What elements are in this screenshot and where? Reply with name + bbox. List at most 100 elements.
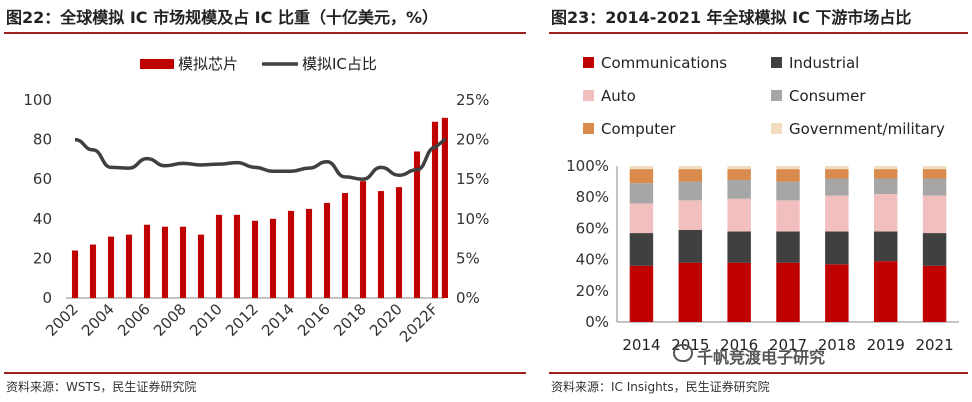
bar-2012 [251, 220, 259, 298]
bar-segment-2014-industrial [629, 233, 654, 266]
legend-swatch-industrial [771, 57, 782, 68]
legend-swatch-communications [583, 57, 594, 68]
share-line [74, 137, 447, 181]
legend-line-label: 模拟IC占比 [302, 55, 377, 73]
y2-tick-label: 25% [456, 91, 489, 109]
legend-bar-label: 模拟芯片 [178, 55, 238, 73]
x-tick-label: 2004 [78, 300, 118, 340]
x-tick-label: 2022F [396, 300, 442, 346]
y-tick-label: 80 [33, 131, 52, 149]
y-tick-label: 100% [566, 157, 609, 175]
bar-2014 [287, 210, 295, 298]
bar-segment-2021-auto [922, 195, 947, 234]
left-chart-source: 资料来源：WSTS，民生证券研究院 [6, 380, 197, 394]
bar-segment-2019-computer [873, 169, 898, 179]
x-tick-label: 2014 [258, 300, 298, 340]
bar-segment-2018-consumer [825, 178, 849, 196]
x-tick-label: 2018 [818, 336, 856, 354]
legend-swatch-government-military [771, 123, 782, 134]
bar-segment-2015-industrial [678, 229, 703, 263]
bar-segment-2015-communications [678, 262, 703, 322]
x-tick-label: 2014 [622, 336, 660, 354]
bar-2010 [215, 214, 223, 298]
y-tick-label: 60 [33, 170, 52, 188]
bar-segment-2014-computer [629, 169, 654, 184]
legend-swatch-auto [583, 90, 594, 101]
bar-2021 [413, 151, 421, 298]
bar-segment-2021-consumer [922, 178, 947, 196]
y2-tick-label: 0% [456, 289, 480, 307]
bar-segment-2016-communications [727, 262, 751, 322]
bar-segment-2015-computer [678, 169, 703, 182]
y2-tick-label: 15% [456, 170, 489, 188]
left-chart-svg: 模拟芯片 模拟IC占比 0 20 40 60 80 100 0% 5% 10% 15% 20% 25% 20… [23, 55, 489, 346]
bar-2020 [395, 187, 403, 298]
bar-2011 [233, 214, 241, 298]
bar-segment-2015-auto [678, 200, 703, 230]
bar-segment-2019-government-military [873, 166, 898, 170]
bar-segment-2018-industrial [825, 231, 849, 265]
x-tick-label: 2018 [330, 300, 370, 340]
bar-segment-2016-computer [727, 169, 751, 181]
bar-2005 [125, 234, 133, 298]
x-tick-label: 2016 [294, 300, 334, 340]
bar-segment-2014-auto [629, 203, 654, 234]
bar-segment-2017-government-military [776, 166, 800, 170]
bar-segment-2021-communications [922, 265, 947, 322]
y2-tick-label: 20% [456, 131, 489, 149]
y-tick-label: 80% [576, 188, 609, 206]
bar-2002 [71, 250, 79, 298]
bar-extra [441, 117, 448, 298]
right-chart-panel: 图23：2014-2021 年全球模拟 IC 下游市场占比 Communicat… [545, 0, 972, 402]
bar-2003 [89, 244, 97, 298]
legend-label-computer: Computer [601, 120, 676, 138]
bar-2017 [341, 193, 349, 298]
bar-segment-2016-auto [727, 198, 751, 232]
bar-segment-2018-auto [825, 195, 849, 232]
legend-label-communications: Communications [601, 54, 727, 72]
legend-swatch-computer [583, 123, 594, 134]
bar-segment-2014-government-military [629, 166, 654, 170]
bar-segment-2019-communications [873, 261, 898, 322]
bar-segment-2014-communications [629, 265, 654, 322]
x-tick-label: 2019 [867, 336, 905, 354]
y-tick-label: 0 [42, 289, 52, 307]
legend-bar-swatch [140, 59, 174, 69]
right-bottom-rule [549, 372, 968, 374]
x-tick-label: 2008 [150, 300, 190, 340]
x-tick-label: 2016 [720, 336, 758, 354]
bar-2018 [359, 181, 367, 298]
legend-label-consumer: Consumer [789, 87, 866, 105]
x-tick-label: 2021 [915, 336, 953, 354]
legend-label-government-military: Government/military [789, 120, 945, 138]
left-bottom-rule [4, 372, 526, 374]
right-chart-svg: Communications Industrial Auto Consumer Comp… [566, 54, 959, 354]
wechat-icon [673, 344, 693, 362]
legend-label-industrial: Industrial [789, 54, 859, 72]
bar-2013 [269, 218, 277, 298]
left-chart-title: 图22：全球模拟 IC 市场规模及占 IC 比重（十亿美元，%） [6, 8, 438, 27]
bar-segment-2015-consumer [678, 181, 703, 201]
y-tick-label: 100 [23, 91, 52, 109]
bar-segment-2019-auto [873, 194, 898, 232]
bar-2015 [305, 208, 313, 298]
bar-segment-2018-computer [825, 169, 849, 179]
y2-tick-label: 5% [456, 249, 480, 267]
watermark-text: 千帆竞渡电子研究 [697, 348, 826, 367]
y-tick-label: 60% [576, 219, 609, 237]
y-tick-label: 40 [33, 210, 52, 228]
left-chart-panel: 图22：全球模拟 IC 市场规模及占 IC 比重（十亿美元，%） 模拟芯片 模拟I… [4, 8, 526, 394]
bar-2004 [107, 236, 115, 298]
bar-segment-2017-computer [776, 169, 800, 182]
bar-2006 [143, 224, 151, 298]
bar-segment-2019-industrial [873, 231, 898, 262]
bar-segment-2018-government-military [825, 166, 849, 170]
bar-segment-2018-communications [825, 264, 849, 322]
y-tick-label: 0% [585, 313, 609, 331]
bar-2009 [197, 234, 205, 298]
bar-segment-2021-industrial [922, 233, 947, 266]
bar-segment-2016-government-military [727, 166, 751, 170]
right-chart-source: 资料来源：IC Insights，民生证券研究院 [551, 380, 770, 394]
x-tick-label: 2006 [114, 300, 154, 340]
bar-2022F [431, 121, 439, 298]
